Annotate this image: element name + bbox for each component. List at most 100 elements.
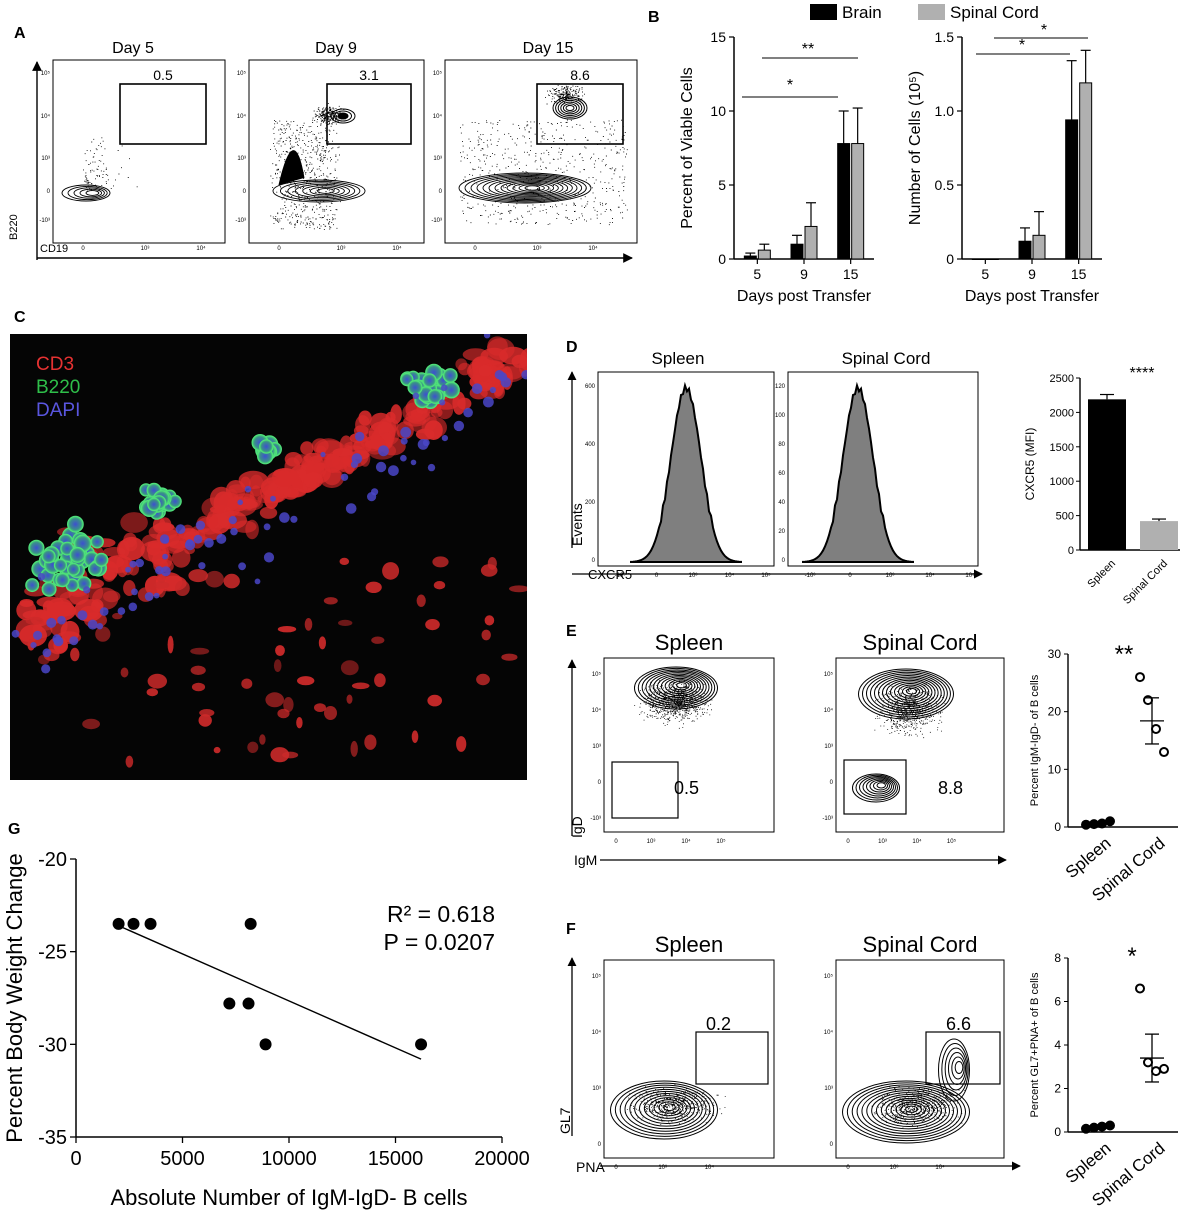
contour [885, 1097, 934, 1123]
contour [851, 1084, 962, 1139]
panel-e: IgD IgM Spleen 10⁵ 10⁴ 10³ 0 -10³ 0 10³ 10⁴ 10⁵ 0.… [567, 630, 1178, 905]
panel-label-b: B [648, 9, 660, 26]
contour [858, 668, 954, 720]
dapi-nucleus [254, 578, 261, 585]
fFlows-plot-2: Spinal Cord 10⁵ 10⁴ 10³ 0 0 10³ 10⁴ 6.6 [824, 932, 1005, 1171]
y-tick-label: 10³ [237, 156, 246, 162]
x-tick-label: 0 [848, 573, 852, 579]
contour [653, 1099, 684, 1117]
cd3-cell [499, 346, 527, 365]
contour [330, 108, 356, 124]
y-tick-label: 100 [775, 413, 786, 419]
contour [506, 181, 555, 195]
data-point [1135, 983, 1145, 994]
chart-b-left: 0 5 10 15 5 9 15 Days post Transfer Percent of V… [679, 29, 874, 305]
contour [663, 1103, 676, 1112]
legend-swatch-brain [810, 4, 837, 20]
sig-mark: * [1019, 37, 1025, 54]
x-tick-label: 10⁴ [705, 1164, 715, 1171]
x-tick-label: 10⁵ [965, 572, 975, 579]
dapi-nucleus [279, 512, 290, 523]
y-tick-label: 15 [710, 29, 726, 45]
cd3-cell [487, 557, 497, 570]
cd3-cell [188, 569, 208, 583]
dapi-nucleus [87, 619, 98, 630]
cd3-cell [259, 734, 266, 745]
contour [890, 681, 930, 703]
dapi-nucleus [340, 473, 349, 481]
histogram-curve [630, 381, 742, 563]
cd3-cell [87, 583, 104, 602]
contour [278, 150, 305, 186]
dapi-nucleus [400, 426, 412, 438]
dapi-nucleus [216, 533, 227, 544]
y-tick-label: 10⁴ [433, 113, 443, 120]
d-y-axis-label: Events [569, 503, 585, 546]
contour [906, 687, 918, 695]
dapi-nucleus [355, 431, 365, 442]
cd3-cell [70, 647, 80, 662]
contour [476, 176, 578, 200]
cd3-cell [501, 653, 518, 661]
y-tick-label: 40 [778, 500, 785, 506]
dapi-nucleus [483, 396, 494, 408]
contour [634, 666, 718, 710]
contour [878, 676, 939, 710]
contour [287, 182, 356, 200]
cd3-cell [272, 468, 299, 487]
dapi-nucleus [453, 420, 465, 432]
flow-plot-frame [603, 959, 775, 1159]
cd3-cell [304, 618, 313, 631]
x-tick-label: 9 [800, 266, 808, 282]
cd3-cell [191, 682, 206, 692]
x-tick-label: 10⁴ [681, 838, 691, 845]
cd3-cell [293, 454, 309, 466]
event-dots [83, 137, 138, 191]
bar-spleen [1088, 399, 1126, 550]
b220-cell [41, 581, 57, 597]
contour [882, 678, 936, 708]
dapi-nucleus [400, 437, 408, 445]
dapi-nucleus [96, 623, 104, 630]
y-tick-label: 1.0 [935, 103, 955, 119]
histogram-frame [787, 371, 979, 567]
gate [119, 83, 207, 145]
sig-mark: * [1041, 22, 1047, 39]
dapi-nucleus [30, 642, 37, 649]
contour [898, 684, 924, 699]
contour [866, 778, 892, 795]
y-axis-label: Percent IgM-IgD- of B cells [1029, 674, 1041, 806]
flow-plot-a-1: Day 5 10⁵ 10⁴ 10³ 0 -10³ 0 10³ 10⁴ 0.5 [39, 40, 226, 252]
cd3-cell [103, 590, 121, 603]
x-tick-label: 0 [846, 839, 850, 845]
chart-g-scatter: -20 -25 -30 -350 5000 10000 15000 20000 R² = 0.6… [2, 849, 530, 1210]
data-point [259, 1038, 272, 1051]
cd3-cell [259, 506, 278, 519]
x-tick-label: 0 [473, 246, 477, 252]
dapi-nucleus [125, 566, 131, 573]
contour [317, 188, 335, 194]
x-tick-label: 5 [753, 266, 761, 282]
flow-plot-frame [835, 657, 1005, 833]
contour [856, 1086, 958, 1137]
y-tick-label: 10⁴ [41, 113, 51, 120]
data-point [223, 997, 236, 1010]
contour [272, 179, 366, 203]
legend-spinal-cord: Spinal Cord [950, 3, 1039, 22]
cd3-cell [19, 599, 34, 607]
panel-label-g: G [8, 821, 20, 838]
f-y-axis-label: GL7 [557, 1107, 573, 1134]
cd3-cell [351, 682, 370, 690]
f-x-axis-label: PNA [576, 1159, 605, 1175]
dapi-nucleus [244, 485, 252, 493]
cd3-cell [476, 673, 490, 686]
bar-spinal-cord [1079, 82, 1093, 260]
y-tick-label: 10³ [41, 156, 50, 162]
data-point [112, 917, 125, 930]
cd3-cell [382, 562, 400, 580]
dapi-nucleus [11, 629, 20, 638]
dapi-nucleus [441, 435, 448, 442]
x-tick-label: 0 [614, 839, 618, 845]
chart-b-right: 0 0.5 1.0 1.5 5 9 15 Days post Transfer Number o… [907, 22, 1102, 305]
gate [536, 83, 624, 145]
